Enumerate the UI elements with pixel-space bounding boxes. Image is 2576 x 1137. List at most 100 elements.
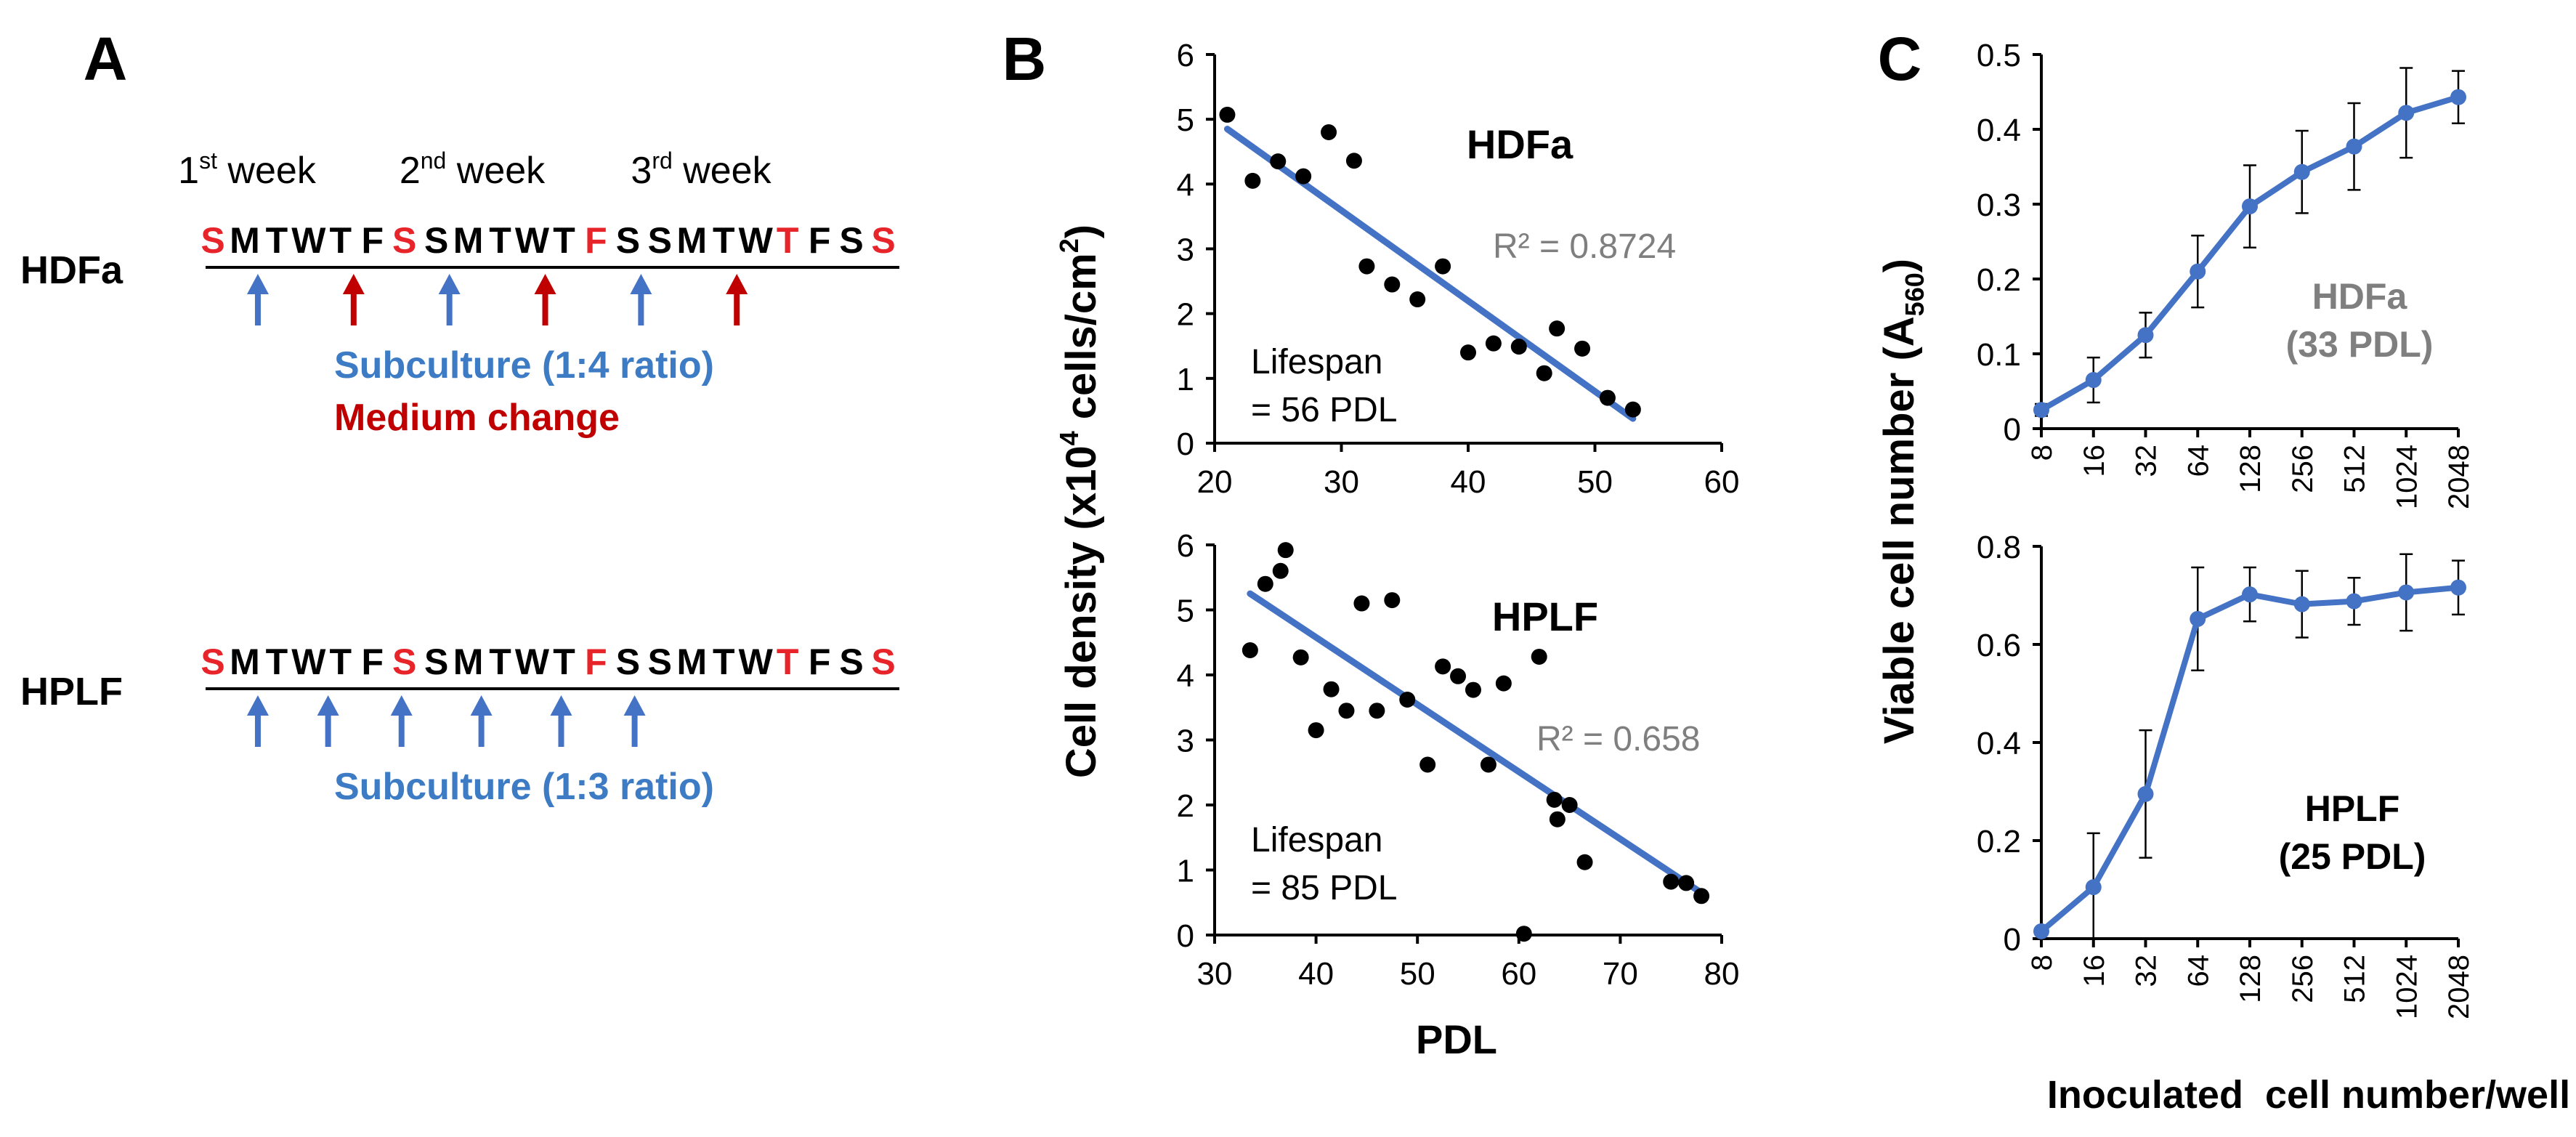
y-tick-label: 3: [1177, 232, 1194, 268]
day-letter: S: [424, 220, 448, 261]
y-tick-label: 0.5: [1977, 38, 2021, 73]
chart-subtitle: (25 PDL): [2279, 836, 2426, 877]
day-letter: T: [266, 220, 288, 261]
y-tick-label: 6: [1177, 528, 1194, 564]
x-tick-label: 512: [2339, 445, 2371, 493]
x-tick-label: 64: [2182, 445, 2214, 477]
y-tick-label: 1: [1177, 362, 1194, 397]
day-letter: T: [266, 642, 288, 682]
row-label-hplf: HPLF: [20, 670, 123, 713]
data-point: [2293, 163, 2310, 180]
y-tick-label: 0.6: [1977, 628, 2021, 663]
data-point: [2033, 923, 2049, 939]
x-tick-label: 128: [2235, 445, 2267, 493]
data-point: [1295, 168, 1312, 185]
y-axis-label: Viable cell number (A560): [1876, 259, 1929, 744]
lifespan-label: Lifespan: [1251, 343, 1382, 381]
subculture-arrow: [246, 274, 269, 325]
day-letter: W: [515, 642, 550, 682]
panel-a-label: A: [84, 25, 128, 93]
x-tick-label: 2048: [2443, 955, 2475, 1019]
data-point: [1358, 258, 1375, 275]
data-point: [1219, 106, 1236, 123]
x-tick-label: 20: [1197, 464, 1233, 500]
x-axis-label: PDL: [1416, 1016, 1497, 1062]
data-point: [2033, 402, 2049, 418]
y-tick-label: 0: [2004, 922, 2021, 958]
week-label: 3rd week: [631, 147, 771, 192]
data-point: [2346, 593, 2362, 610]
trendline: [1223, 126, 1637, 422]
week-label: 1st week: [178, 147, 317, 192]
lifespan-label: = 56 PDL: [1251, 391, 1397, 429]
subculture-arrow: [550, 695, 572, 747]
x-tick-label: 60: [1704, 464, 1740, 500]
subculture-arrow: [438, 274, 461, 325]
y-tick-label: 0.2: [1977, 824, 2021, 859]
day-letter: M: [676, 220, 707, 261]
r-squared-label: R² = 0.658: [1536, 720, 1700, 758]
data-point: [1308, 722, 1324, 739]
day-letter: S: [616, 220, 640, 261]
x-tick-label: 30: [1324, 464, 1359, 500]
data-point: [1549, 811, 1566, 828]
day-letter: S: [424, 642, 448, 682]
data-point: [1485, 335, 1502, 352]
y-tick-label: 0.8: [1977, 530, 2021, 565]
day-letter: S: [839, 220, 863, 261]
day-letter: T: [713, 220, 735, 261]
scatter-chart-hplf: 0 1 2 3 4 5 6 30 40 50 60 70 80 HPLF R² = 0.658 Lifespa…: [1177, 528, 1740, 1062]
data-point: [1277, 542, 1294, 559]
legend-subculture: Subculture (1:3 ratio): [334, 766, 714, 808]
x-tick-label: 40: [1451, 464, 1486, 500]
y-axis-label: Cell density (x104 cells/cm2): [1054, 224, 1105, 778]
data-point: [1345, 153, 1362, 169]
line-chart-hplf: 0 0.2 0.4 0.6 0.8 8 16 32 64 128 256 512 1024 2048 HPL…: [1977, 530, 2570, 1117]
subculture-arrow: [317, 695, 339, 747]
subculture-arrow: [630, 274, 652, 325]
series-line: [2039, 584, 2459, 934]
day-letter: M: [230, 642, 260, 682]
x-tick-label: 70: [1603, 956, 1638, 992]
data-point: [1244, 172, 1261, 189]
x-tick-label: 512: [2339, 955, 2371, 1003]
day-letter: M: [676, 642, 707, 682]
data-point: [1549, 320, 1566, 337]
x-tick-label: 1024: [2391, 955, 2423, 1019]
y-tick-label: 0.2: [1977, 262, 2021, 298]
data-point: [1338, 703, 1355, 719]
day-letter: S: [201, 642, 224, 682]
day-letter: S: [648, 220, 672, 261]
legend-medium-change: Medium change: [334, 397, 620, 439]
legend-subculture: Subculture (1:4 ratio): [334, 344, 714, 387]
day-letter: T: [489, 642, 511, 682]
data-point: [1495, 675, 1512, 692]
data-point: [1515, 926, 1532, 942]
day-letter: M: [453, 642, 484, 682]
day-letter: F: [809, 220, 831, 261]
panel-b-label: B: [1003, 25, 1047, 93]
x-tick-label: 16: [2078, 955, 2110, 987]
panel-c-label: C: [1878, 25, 1922, 93]
chart-title: HDFa: [2312, 276, 2408, 317]
y-tick-label: 0.4: [1977, 113, 2021, 148]
data-point: [1270, 153, 1287, 170]
data-point: [1678, 875, 1695, 891]
data-point: [2137, 785, 2154, 802]
row-label-hdfa: HDFa: [20, 248, 123, 292]
r-squared-label: R² = 0.8724: [1493, 227, 1676, 266]
day-letter: W: [739, 220, 774, 261]
day-letter: T: [777, 642, 799, 682]
x-tick-label: 50: [1400, 956, 1435, 992]
data-point: [1409, 291, 1426, 308]
data-point: [2346, 138, 2362, 155]
line-chart-hdfa: 0 0.1 0.2 0.3 0.4 0.5 8 16 32 64 128 256 512 1024 2048…: [1977, 38, 2475, 509]
data-point: [1272, 562, 1289, 579]
data-point: [1292, 649, 1309, 665]
subculture-arrow: [246, 695, 269, 747]
panel-c-growth: 0 0.1 0.2 0.3 0.4 0.5 8 16 32 64 128 256 512 1024 2048…: [1876, 38, 2570, 1117]
x-tick-label: 128: [2235, 955, 2267, 1003]
day-letter: S: [201, 220, 224, 261]
